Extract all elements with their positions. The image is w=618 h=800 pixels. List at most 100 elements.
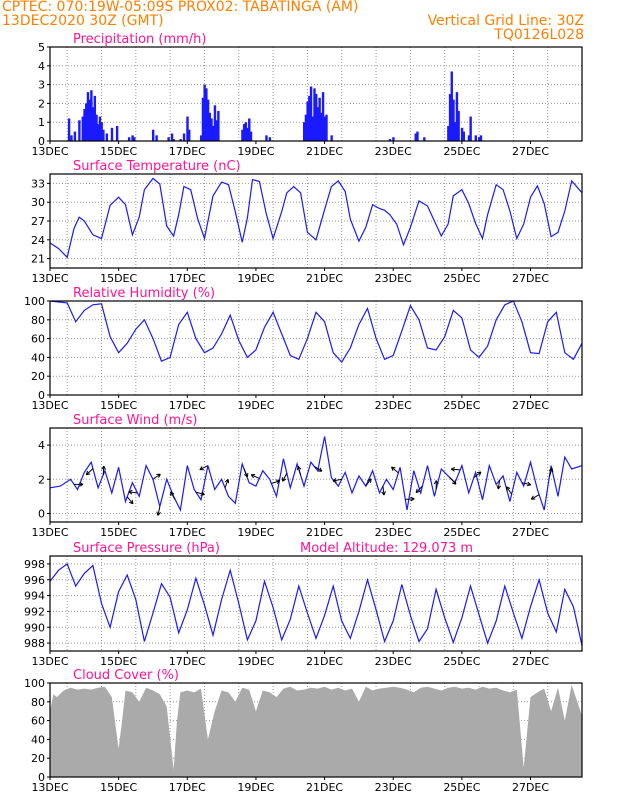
- pressure-series-line: [49, 562, 583, 646]
- precip-bar: [309, 86, 313, 141]
- humidity-ytick-label: 40: [31, 351, 45, 364]
- wind-arrow: [195, 491, 205, 496]
- precip-bar: [182, 133, 186, 141]
- wind-frame: [49, 427, 583, 523]
- precip-bar: [70, 135, 73, 141]
- precip-bar: [244, 122, 248, 141]
- precip-ytick-label: 5: [38, 41, 45, 54]
- precip-bar: [67, 118, 71, 141]
- pressure-panel: 988 990 992 994 996 998 13DEC 15DEC 17DEC 19DEC 21…: [24, 541, 583, 668]
- precip-bar: [102, 129, 105, 141]
- wind-arrow: [405, 496, 415, 502]
- precip-bar: [98, 116, 102, 141]
- precip-ytick-label: 0: [38, 135, 45, 148]
- precip-bar: [210, 118, 213, 141]
- precip-xtick-label: 23DEC: [375, 145, 412, 158]
- precip-xtick-label: 21DEC: [306, 145, 343, 158]
- precip-bar: [457, 110, 460, 141]
- precip-bar: [86, 92, 90, 141]
- wind-arrow: [85, 468, 94, 476]
- temp-series-line: [49, 177, 583, 259]
- precip-bar: [110, 127, 114, 141]
- precip-bar: [93, 95, 97, 141]
- wind-arrow: [521, 481, 532, 487]
- precip-bar: [304, 114, 308, 141]
- wind-arrow: [170, 491, 176, 501]
- precip-xtick-label: 19DEC: [237, 145, 274, 158]
- precip-bar: [81, 116, 85, 141]
- precip-bar: [200, 135, 203, 141]
- cloud-ytick-label: 40: [31, 733, 45, 746]
- wind-arrow: [530, 494, 540, 500]
- precip-bar: [188, 129, 191, 141]
- precip-bar: [316, 107, 320, 141]
- precip-bar: [206, 99, 210, 141]
- precip-bar: [248, 118, 251, 141]
- humidity-xtick-label: 21DEC: [306, 399, 343, 412]
- wind-arrow: [314, 466, 323, 472]
- precip-bar: [320, 112, 323, 141]
- precip-bar: [201, 97, 205, 141]
- precip-bar: [151, 129, 155, 141]
- wind-arrow: [101, 465, 106, 476]
- cloud-xtick-label: 21DEC: [306, 781, 343, 794]
- wind-arrow: [391, 466, 399, 474]
- precip-ytick-label: 1: [38, 116, 45, 129]
- wind-arrow: [126, 496, 134, 505]
- pressure-ytick-label: 992: [24, 605, 45, 618]
- precip-bar: [97, 124, 100, 141]
- pressure-subtitle: Model Altitude: 129.073 m: [300, 541, 473, 556]
- precip-bar: [416, 131, 419, 141]
- precip-bar: [179, 139, 182, 141]
- precip-ytick-label: 3: [38, 79, 45, 92]
- temp-xtick-label: 13DEC: [31, 272, 68, 285]
- wind-arrow: [506, 486, 513, 495]
- precip-xtick-label: 13DEC: [31, 145, 68, 158]
- precip-bar: [241, 129, 244, 141]
- precip-bar: [423, 137, 426, 141]
- pressure-xtick-label: 21DEC: [306, 655, 343, 668]
- temp-ytick-label: 24: [31, 234, 45, 247]
- humidity-xtick-label: 13DEC: [31, 399, 68, 412]
- header-line1: CPTEC: 070:19W-05:09S PROX02: TABATINGA …: [2, 0, 359, 15]
- pressure-title: Surface Pressure (hPa): [73, 541, 220, 556]
- wind-arrow: [243, 468, 249, 478]
- precip-bar: [88, 99, 91, 141]
- precip-bar: [460, 127, 464, 141]
- cloud-ytick-label: 60: [31, 715, 45, 728]
- precip-bar: [205, 88, 208, 141]
- precip-bar: [321, 92, 325, 141]
- wind-xtick-label: 27DEC: [512, 526, 549, 539]
- precip-bar: [186, 116, 189, 141]
- wind-arrow: [74, 482, 84, 487]
- wind-arrow: [224, 478, 230, 488]
- humidity-title: Relative Humidity (%): [73, 286, 215, 301]
- wind-panel: 0 2 4 13DEC 15DEC 17DEC 19DEC 21DEC 23DEC 25DEC 27…: [31, 413, 583, 539]
- humidity-xtick-label: 15DEC: [100, 399, 137, 412]
- precip-bar: [450, 71, 453, 141]
- precip-bar: [302, 122, 306, 141]
- precip-bar: [213, 105, 217, 141]
- precip-bar: [208, 112, 211, 141]
- wind-arrow: [450, 467, 461, 472]
- precip-bar: [203, 84, 206, 141]
- temp-xtick-label: 21DEC: [306, 272, 343, 285]
- header-date: 13DEC2020 30Z (GMT): [2, 13, 164, 29]
- precip-bar: [315, 94, 318, 141]
- precip-bar: [478, 137, 481, 141]
- pressure-ytick-label: 998: [24, 558, 45, 571]
- wind-ytick-label: 2: [38, 473, 45, 486]
- wind-arrow: [473, 471, 482, 478]
- precip-bar: [91, 107, 95, 141]
- precip-bar: [105, 133, 109, 141]
- cloud-xtick-label: 23DEC: [375, 781, 412, 794]
- temp-ytick-label: 30: [31, 196, 45, 209]
- precip-bar: [100, 122, 103, 141]
- pressure-xtick-label: 23DEC: [375, 655, 412, 668]
- precip-bar: [325, 114, 328, 141]
- temp-ytick-label: 21: [31, 253, 45, 266]
- humidity-ytick-label: 60: [31, 333, 45, 346]
- pressure-xtick-label: 27DEC: [512, 655, 549, 668]
- pressure-xtick-label: 17DEC: [169, 655, 206, 668]
